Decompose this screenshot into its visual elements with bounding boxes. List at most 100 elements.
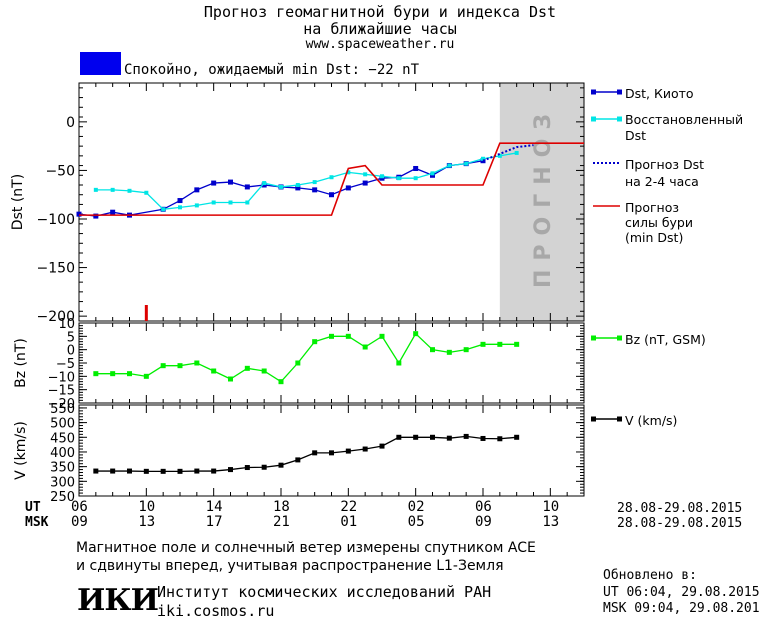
chart-title-line2: на ближайшие часы [303,20,457,38]
time-tick-label: 09 [71,514,88,530]
dst-kyoto-point [194,187,200,193]
solar-wind-speed-point [430,434,435,440]
institute-site[interactable]: iki.cosmos.ru [157,602,275,620]
dst-kyoto-point [228,179,233,185]
y-tick-label: 10 [58,317,75,332]
dst-kyoto-point [413,165,419,171]
y-tick-label: 0 [67,344,75,359]
solar-wind-speed-point [127,468,132,474]
time-tick-label: 09 [475,514,492,530]
dst-restored-point [312,180,317,185]
bz-point [329,333,334,339]
bz-point [228,376,233,382]
updated-ut: UT 06:04, 29.08.2015 [603,585,760,600]
bz-point [295,360,301,366]
dst-kyoto-point [110,209,116,215]
dst-kyoto-point [76,211,82,217]
y-tick-label: −15 [48,384,75,399]
bz-point [413,331,419,337]
bz-point [379,333,385,339]
time-tick-label: 02 [407,499,425,515]
dst-restored-point [497,153,502,158]
legend-forecast-2: на 2-4 часа [625,174,699,189]
solar-wind-speed-point [497,436,503,442]
bz-point [430,347,435,353]
status-text: Спокойно, ожидаемый min Dst: −22 nT [124,62,420,78]
ut-label: UT [25,500,41,515]
legend-dst-kyoto-marker [617,89,622,95]
time-tick-label: 10 [138,499,156,515]
solar-wind-speed-point [396,434,402,440]
bz-point [497,341,503,347]
legend-v-marker [617,416,622,422]
solar-wind-speed-point [312,450,318,456]
note-line1: Магнитное поле и солнечный ветер измерен… [76,540,536,556]
solar-wind-speed-point [446,435,452,441]
updated-msk: MSK 09:04, 29.08.2015 [603,601,760,616]
bz-point [211,368,217,374]
solar-wind-speed-point [194,468,200,474]
y-axis-label: Dst (nT) [10,174,26,230]
time-tick-label: 18 [273,499,290,515]
dst-restored-point [514,150,519,155]
bz-point [345,333,351,339]
dst-kyoto-point [312,187,318,193]
y-axis-label: V (km/s) [13,421,29,480]
time-tick-label: 06 [71,499,88,515]
bz-point [312,339,318,345]
time-tick-label: 13 [138,514,156,530]
time-tick-label: 06 [475,499,492,515]
y-tick-label: 500 [50,417,75,432]
time-tick-label: 14 [205,499,223,515]
dst-restored-point [144,190,149,195]
time-tick-label: 10 [542,499,560,515]
bz-point [261,368,267,374]
solar-wind-speed-point [362,446,368,452]
forecast-region [499,83,584,321]
dst-kyoto-point [295,185,301,191]
chart-title-line1: Прогноз геомагнитной бури и индекса Dst [203,3,557,21]
dst-kyoto-line [78,160,484,217]
time-tick-label: 21 [273,514,290,530]
y-tick-label: 5 [67,330,75,345]
dst-kyoto-point [93,213,99,219]
solar-wind-speed-point [244,465,250,471]
bz-point [93,371,99,377]
y-tick-label: 0 [66,115,75,131]
legend-storm-2: силы бури [625,215,693,230]
y-tick-label: 450 [50,431,75,446]
storm-forecast-line [79,142,584,216]
legend-dst-restored-marker [591,116,596,122]
dst-restored-point [447,163,452,168]
dst-restored-point [329,175,334,180]
dst-restored-point [295,183,300,187]
chart-legend [591,89,622,422]
msk-label: MSK [25,515,49,530]
solar-wind-speed-point [413,434,419,440]
dst-restored-point [363,172,368,177]
solar-wind-speed-point [177,468,183,474]
legend-forecast-1: Прогноз Dst [625,157,705,172]
time-tick-label: 05 [407,514,425,530]
dst-restored-point [245,200,250,205]
time-tick-label: 01 [340,514,358,530]
solar-wind-speed-point [143,468,149,474]
time-tick-label: 17 [205,514,223,530]
solar-wind-speed-line [95,435,517,472]
site-url: www.spaceweather.ru [305,37,455,52]
solar-wind-speed-point [211,468,217,474]
bz-point [127,371,132,377]
time-tick-label: 13 [542,514,560,530]
bz-point [278,379,284,385]
legend-bz: Bz (nT, GSM) [625,332,706,347]
solar-wind-speed-point [295,457,301,463]
bz-point [177,363,183,369]
dst-restored-point [346,170,351,175]
dst-restored-point [178,205,182,210]
y-tick-label: 300 [50,475,75,490]
y-tick-label: 250 [50,490,75,505]
bz-point [143,373,149,379]
bz-point [514,341,520,347]
